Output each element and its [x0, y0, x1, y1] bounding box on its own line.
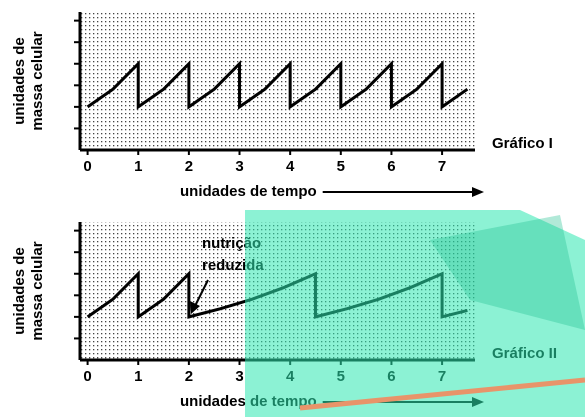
chart-title: Gráfico I [492, 135, 553, 152]
annotation-arrow [194, 279, 209, 307]
overlay-shape [430, 215, 585, 330]
x-tick-label: 3 [235, 158, 243, 175]
annotation-arrowhead [190, 301, 200, 314]
y-axis-label: unidades de [11, 37, 28, 125]
plot-area [80, 12, 475, 150]
y-axis-label: massa celular [29, 31, 46, 130]
x-tick-label: 5 [337, 158, 345, 175]
overlay [245, 210, 585, 417]
data-line [86, 60, 469, 110]
x-tick-label: 3 [235, 368, 243, 385]
x-tick-label: 1 [134, 158, 142, 175]
x-axis-label: unidades de tempo [180, 183, 317, 200]
y-axis-label: unidades de [11, 247, 28, 335]
x-tick-label: 4 [286, 158, 295, 175]
x-tick-label: 6 [387, 158, 395, 175]
overlay-stroke [299, 377, 585, 411]
x-tick-label: 0 [83, 368, 91, 385]
y-axis-label: massa celular [29, 241, 46, 340]
x-tick-label: 2 [185, 158, 193, 175]
x-tick-label: 2 [185, 368, 193, 385]
x-tick-label: 1 [134, 368, 142, 385]
x-label-arrowhead [472, 187, 484, 197]
x-tick-label: 0 [83, 158, 91, 175]
x-tick-label: 7 [438, 158, 446, 175]
